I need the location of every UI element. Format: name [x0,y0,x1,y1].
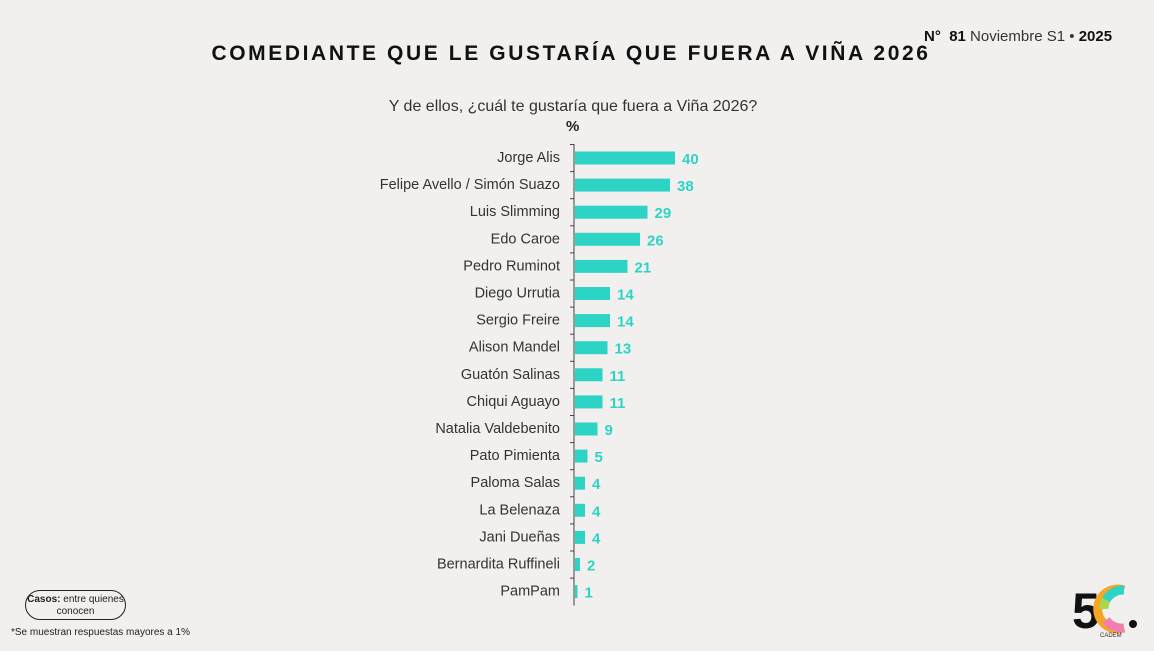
bar [575,503,585,517]
category-label: Pato Pimienta [470,448,561,464]
category-label: Chiqui Aguayo [466,394,560,410]
category-label: Paloma Salas [471,475,560,491]
bullet: • [1069,28,1075,45]
category-label: La Belenaza [479,502,561,518]
data-label: 29 [655,205,672,222]
bar [575,151,675,165]
data-label: 11 [610,395,626,412]
category-label: Edo Caroe [491,231,560,247]
bar [575,449,588,463]
bar [575,314,610,328]
chart-subtitle: Y de ellos, ¿cuál te gustaría que fuera … [388,98,758,115]
bar [575,585,578,599]
data-label: 1 [585,585,593,602]
issue-number: 81 [949,28,966,45]
category-label: Jani Dueñas [479,529,560,545]
svg-text:CADEM: CADEM [1100,633,1122,639]
category-label: Sergio Freire [476,313,560,329]
footnote: *Se muestran respuestas mayores a 1% [11,627,190,638]
bar [575,259,628,273]
data-label: 2 [587,558,595,575]
data-label: 14 [617,314,634,331]
bar [575,422,598,436]
data-label: 13 [615,341,632,358]
data-label: 21 [635,259,652,276]
category-label: PamPam [500,584,560,600]
bar [575,395,603,409]
bar [575,476,585,490]
data-label: 4 [592,530,601,547]
year: 2025 [1078,28,1113,45]
data-label: 9 [605,422,613,439]
bar [575,232,640,246]
bar [575,178,670,192]
data-label: 5 [595,449,603,466]
category-label: Bernardita Ruffineli [437,557,560,573]
issue-info: N° 81 Noviembre S1 • 2025 [924,28,1112,45]
casos-text: entre quienes conocen [56,594,124,617]
category-label: Luis Slimming [470,204,560,220]
data-label: 26 [647,232,664,249]
bar [575,341,608,355]
data-label: 40 [682,151,699,168]
issue-prefix: N° [924,28,941,45]
data-label: 14 [617,287,634,304]
casos-badge: Casos: entre quienes conocen [25,590,126,620]
casos-label: Casos: [27,594,61,605]
bar [575,287,610,300]
category-label: Natalia Valdebenito [435,421,560,437]
category-label: Felipe Avello / Simón Suazo [380,177,560,193]
unit-label: % [566,118,580,135]
data-label: 11 [610,368,626,385]
category-label: Diego Urrutia [475,286,561,302]
category-label: Guatón Salinas [461,367,560,383]
bar [575,530,585,544]
category-label: Pedro Ruminot [463,258,560,274]
period: Noviembre S1 [970,28,1066,45]
bar [575,558,580,571]
cadem-logo: 5 CADEM [1072,584,1137,639]
bar [575,368,603,382]
bar [575,205,648,219]
data-label: 4 [592,476,601,493]
chart-title: COMEDIANTE QUE LE GUSTARÍA QUE FUERA A V… [211,42,931,65]
category-label: Alison Mandel [469,340,560,356]
data-label: 38 [677,178,694,195]
data-label: 4 [592,503,601,520]
category-label: Jorge Alis [497,150,560,166]
